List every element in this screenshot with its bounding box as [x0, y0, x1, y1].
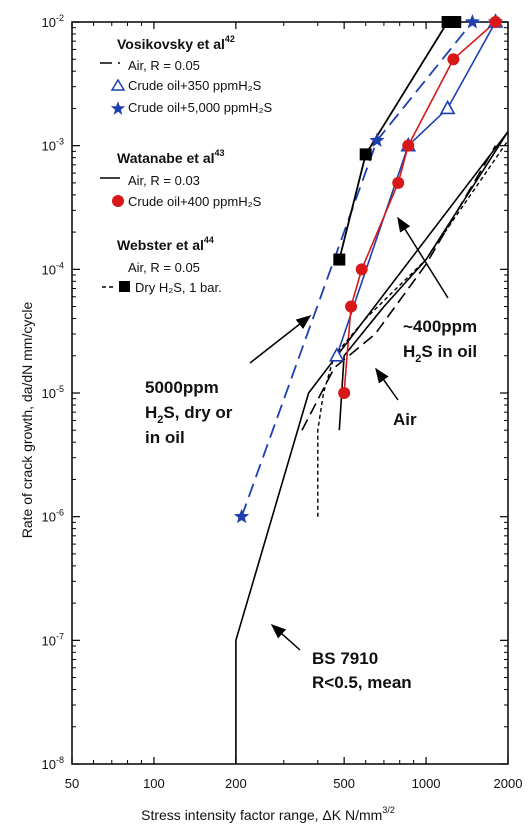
annot-air: Air — [393, 410, 417, 429]
legend-item-web-air: Air, R = 0.05 — [128, 260, 200, 275]
data-point-wat-400 — [489, 16, 502, 28]
annot-bs7910-line2: R<0.5, mean — [312, 673, 412, 692]
data-point-wat-400 — [392, 176, 405, 189]
series-line-wat-400 — [343, 21, 497, 394]
data-point-wat-400 — [338, 387, 351, 399]
annot-5000ppm-line1: 5000ppm — [145, 378, 219, 397]
x-tick-label: 1000 — [412, 776, 441, 791]
y-tick-label: 10-3 — [42, 137, 64, 154]
x-tick-label: 200 — [225, 776, 247, 791]
series-line-wat-air — [338, 131, 509, 431]
x-axis-title-sup: 3/2 — [382, 805, 395, 815]
y-tick-label: 10-6 — [42, 508, 64, 525]
legend-item-wat-air: Air, R = 0.03 — [128, 173, 200, 188]
legend-item-wat-400: Crude oil+400 ppmH₂S — [128, 194, 262, 209]
arrow-air — [375, 367, 399, 401]
data-point-wat-400 — [345, 300, 358, 313]
y-tick-label: 10-4 — [42, 260, 64, 277]
legend-item-vos-5000: Crude oil+5,000 ppmH₂S — [128, 100, 272, 115]
data-point-web-dry — [449, 16, 462, 28]
x-axis-title-main: Stress intensity factor range, ΔK N/mm — [141, 807, 382, 823]
x-axis-title: Stress intensity factor range, ΔK N/mm3/… — [141, 805, 395, 823]
data-point-web-dry — [359, 148, 372, 161]
axis-ticks: 50 100 200 500 1000 2000 10-8 10-7 10-6 10-5 10-4 1… — [42, 13, 523, 791]
y-tick-label: 10-7 — [42, 631, 64, 648]
annot-400ppm-line2: H2S in oil — [403, 342, 477, 365]
data-point-wat-400 — [355, 263, 368, 276]
x-tick-label: 100 — [143, 776, 165, 791]
y-tick-label: 10-2 — [42, 13, 64, 30]
data-point-vos-350 — [439, 99, 456, 115]
legend-swatch-triangle-blue — [110, 78, 126, 91]
series-line-bs7910 — [235, 131, 509, 764]
legend-swatch-star-blue — [110, 101, 126, 115]
legend-head-webster: Webster et al44 — [117, 235, 214, 253]
legend-item-vos-350: Crude oil+350 ppmH₂S — [128, 78, 262, 93]
data-point-web-dry — [333, 253, 346, 266]
plot-frame — [71, 21, 509, 765]
annot-400ppm-line1: ~400ppm — [403, 317, 477, 336]
arrow-400ppm — [397, 216, 449, 299]
y-tick-label: 10-5 — [42, 384, 64, 401]
x-tick-label: 2000 — [494, 776, 523, 791]
annot-5000ppm-line3: in oil — [145, 428, 185, 447]
data-point-vos-5000 — [369, 132, 385, 147]
y-axis-title: Rate of crack growth, da/dN mm/cycle — [19, 302, 35, 539]
legend-swatch-square-black — [119, 281, 130, 292]
legend-item-vos-air: Air, R = 0.05 — [128, 58, 200, 73]
data-point-wat-400 — [402, 139, 415, 152]
legend: Vosikovsky et al42 Air, R = 0.05 Crude o… — [100, 34, 272, 295]
legend-swatch-circle-red — [112, 195, 124, 207]
y-tick-label: 10-8 — [42, 755, 64, 772]
annotations: ~400ppm H2S in oil 5000ppm H2S, dry or i… — [145, 216, 477, 692]
data-point-wat-400 — [447, 53, 460, 66]
data-point-vos-350 — [328, 347, 345, 362]
legend-item-web-dry: Dry H₂S, 1 bar. — [135, 280, 222, 295]
series-line-vos-350 — [336, 21, 497, 357]
x-tick-label: 500 — [333, 776, 355, 791]
legend-head-watanabe: Watanabe et al43 — [117, 148, 225, 166]
x-tick-label: 50 — [65, 776, 79, 791]
legend-head-vosikovsky: Vosikovsky et al42 — [117, 34, 235, 52]
series-line-vos-5000 — [240, 21, 496, 518]
data-point-vos-5000 — [464, 14, 480, 29]
arrow-5000ppm — [249, 315, 312, 364]
annot-bs7910-line1: BS 7910 — [312, 649, 378, 668]
annot-5000ppm-line2: H2S, dry or — [145, 403, 233, 426]
arrow-bs7910 — [270, 624, 301, 651]
data-point-vos-5000 — [234, 508, 250, 524]
